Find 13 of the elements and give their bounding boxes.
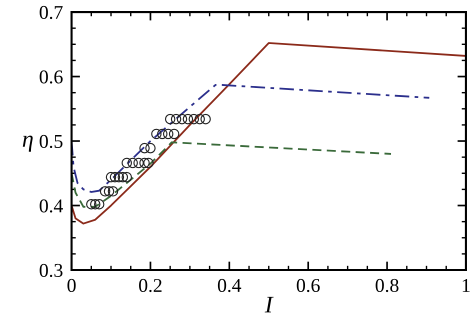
x-tick-label: 0.4: [218, 278, 242, 292]
y-tick-label: 0.3: [40, 264, 62, 278]
x-tick-label: 0.2: [139, 278, 162, 292]
y-axis-title: η: [22, 136, 33, 152]
y-tick-label: 0.6: [40, 70, 63, 84]
x-axis-title: I: [264, 296, 274, 312]
y-tick-label: 0.7: [40, 6, 63, 20]
y-tick-label: 0.4: [40, 199, 63, 213]
y-tick-label: 0.5: [40, 134, 62, 148]
x-tick-label: 0.8: [376, 278, 398, 292]
x-tick-label: 0: [67, 278, 76, 292]
x-tick-label: 0.6: [296, 278, 320, 292]
x-tick-label: 1: [462, 279, 470, 292]
